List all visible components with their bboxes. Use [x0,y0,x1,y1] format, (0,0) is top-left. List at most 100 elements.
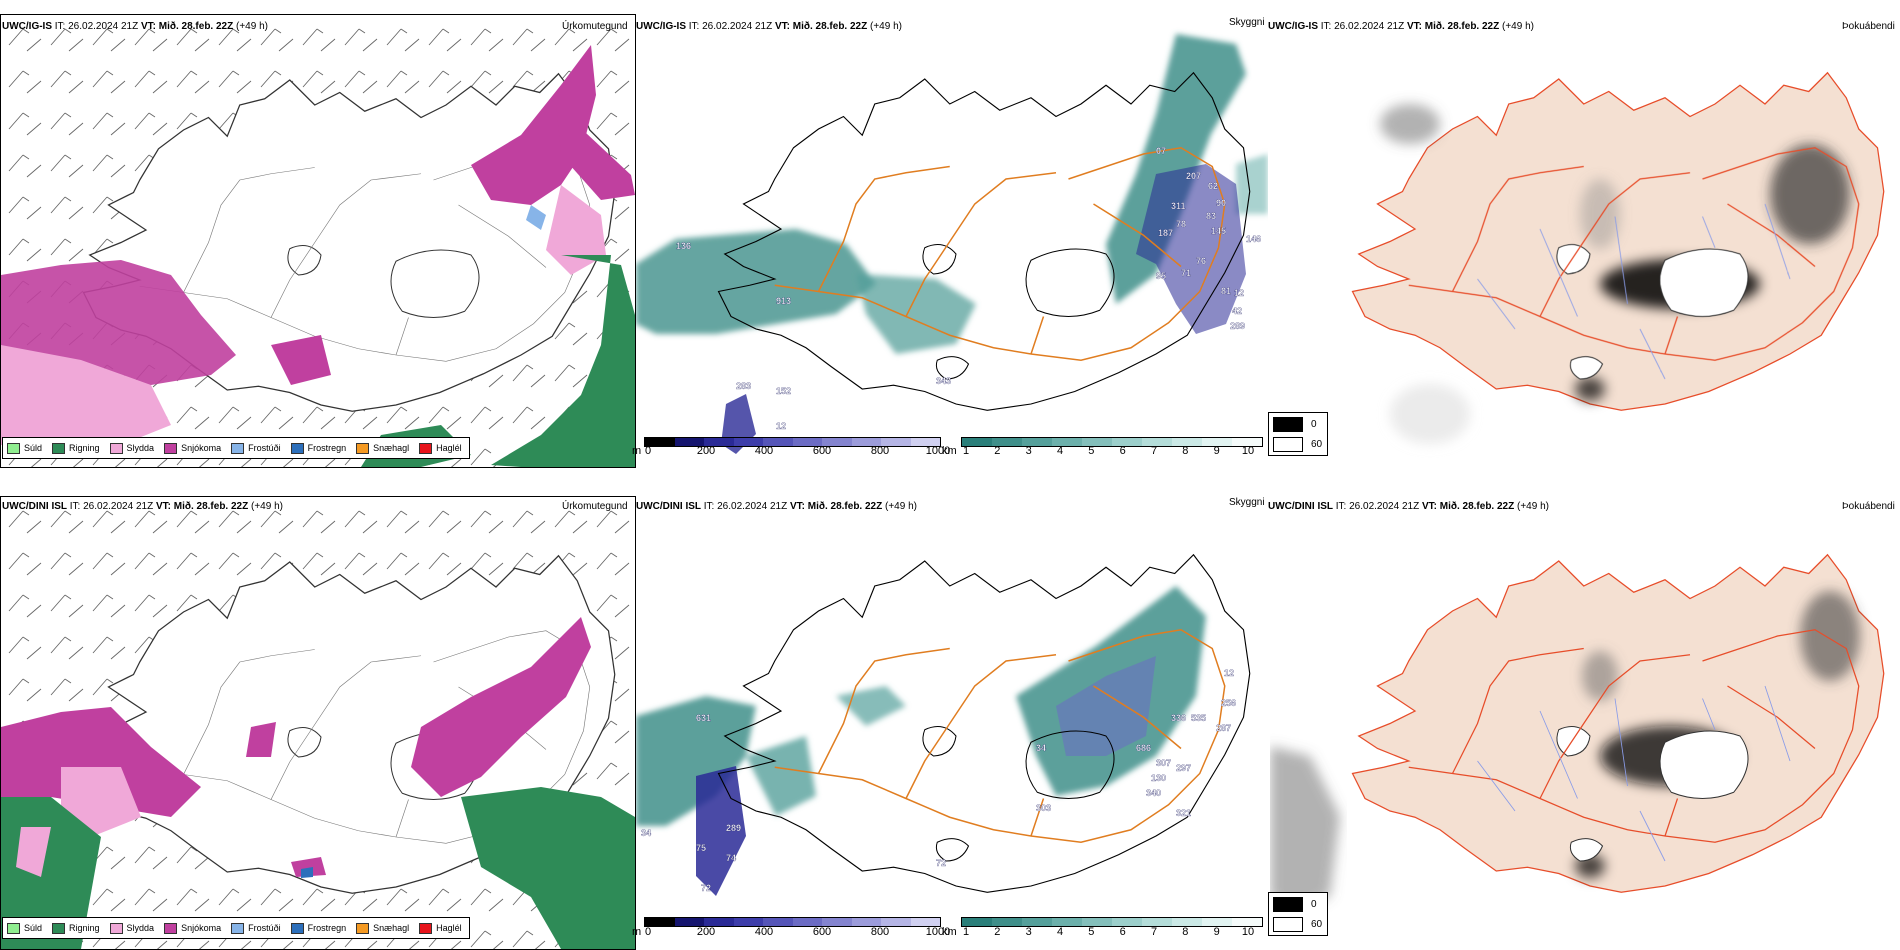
fog-swatch [1273,917,1303,932]
visibility-km-colorbar [961,917,1263,927]
legend-label: Súld [24,443,43,453]
fog-map [1351,72,1885,444]
lead-time: (+49 h) [885,501,917,512]
visibility-value-label: 34 [1036,743,1046,753]
legend-label: Rigning [69,923,100,933]
visibility-value-label: 12 [776,421,786,431]
colorbar-tick-label: 400 [754,926,774,938]
colorbar-tick-label: 1 [962,445,970,457]
legend-swatch [109,442,123,454]
panel-header-dini-vis: UWC/DINI ISL IT: 26.02.2024 21Z VT: Mið.… [636,501,917,513]
colorbar-segment [674,438,704,446]
colorbar-segment [763,438,793,446]
model-name: UWC/DINI ISL [636,501,701,512]
visibility-value-label: 76 [1196,256,1206,266]
valid-time: Mið. 28.feb. 22Z [173,501,249,512]
fog-legend-row: 60 [1273,917,1322,932]
visibility-value-label: 686 [1136,743,1151,753]
colorbar-segment [792,918,822,926]
lead-time: (+49 h) [1502,21,1534,32]
fog-legend-label: 60 [1311,919,1323,930]
legend-label: Haglél [436,923,462,933]
visibility-value-label: 146 [1246,234,1261,244]
panel-header-dini-precip: UWC/DINI ISL IT: 26.02.2024 21Z VT: Mið.… [2,501,283,513]
visibility-value-label: 307 [1156,758,1171,768]
panel-title: Úrkomutegund [562,501,628,512]
panel-header-ig-vis: UWC/IG-IS IT: 26.02.2024 21Z VT: Mið. 28… [636,21,902,33]
vt-label: VT: [1406,21,1422,32]
panel-dini-fog [1270,496,1900,948]
visibility-value-label: 72 [701,883,711,893]
fog-legend-label: 0 [1311,899,1317,910]
legend-item: Snjókoma [164,922,221,934]
lead-time: (+49 h) [251,501,283,512]
colorbar-tick-label: 9 [1213,445,1220,457]
valid-time: Mið. 28.feb. 22Z [158,21,234,32]
visibility-value-label: 311 [1171,201,1186,211]
colorbar-tick-label: 1 [962,926,970,938]
init-time: 26.02.2024 21Z [717,501,788,512]
colorbar-segment [645,918,675,926]
visibility-value-label: 145 [1211,226,1226,236]
legend-item: Snjókoma [164,442,221,454]
legend-label: Frostúði [248,443,281,453]
colorbar-segment [992,918,1022,926]
legend-item: Frostúði [231,922,281,934]
colorbar-segment [1232,438,1262,446]
colorbar-tick-label: 7 [1150,445,1158,457]
colorbar-segment [792,438,822,446]
colorbar-segment [822,438,852,446]
visibility-value-label: 62 [1208,181,1218,191]
colorbar-tick-label: 8 [1182,445,1189,457]
fog-map [1270,554,1885,916]
colorbar-segment [851,438,881,446]
it-label: IT: [1335,501,1347,512]
colorbar-tick-label: 200 [696,445,716,457]
colorbar-tick-label: 8 [1182,926,1189,938]
lead-time: (+49 h) [1517,501,1549,512]
init-time: 26.02.2024 21Z [702,21,773,32]
visibility-value-label: 95 [1156,271,1166,281]
visibility-value-label: 75 [696,843,706,853]
it-label: IT: [688,21,700,32]
visibility-value-label: 81 [1221,286,1231,296]
legend-item: Slydda [109,442,154,454]
legend-swatch [7,922,20,934]
lead-time: (+49 h) [870,21,902,32]
visibility-value-label: 12 [1234,288,1244,298]
colorbar-segment [1232,918,1262,926]
fog-index-legend: 0 60 [1268,892,1328,936]
colorbar-segment [1172,438,1202,446]
vt-label: VT: [140,21,156,32]
fog-index-legend: 0 60 [1268,412,1328,456]
legend-swatch [356,442,370,454]
legend-label: Rigning [69,443,100,453]
colorbar-segment [1052,918,1082,926]
visibility-km-unit: km [942,445,957,457]
colorbar-segment [704,438,734,446]
fog-legend-label: 0 [1311,419,1317,430]
legend-item: Rigning [52,442,100,454]
precip-map [1,15,635,467]
visibility-value-label: 283 [736,381,751,391]
colorbar-segment [704,918,734,926]
visibility-value-label: 72 [936,858,946,868]
legend-item: Snæhagl [356,442,409,454]
visibility-value-label: 297 [1176,763,1191,773]
legend-label: Frostregn [307,443,347,453]
panel-title: Þokuábendi [1842,21,1895,32]
legend-item: Frostregn [290,922,346,934]
visibility-value-label: 34 [641,828,651,838]
legend-label: Snæhagl [373,923,410,933]
colorbar-segment [1202,918,1232,926]
colorbar-tick-label: 10 [1241,926,1255,938]
fog-swatch [1273,897,1303,912]
valid-time: Mið. 28.feb. 22Z [807,501,883,512]
colorbar-segment [910,438,940,446]
visibility-value-label: 130 [1151,773,1166,783]
model-name: UWC/IG-IS [636,21,686,32]
colorbar-segment [962,918,992,926]
legend-item: Súld [7,922,42,934]
colorbar-tick-label: 2 [994,445,1001,457]
visibility-value-label: 207 [1186,171,1201,181]
